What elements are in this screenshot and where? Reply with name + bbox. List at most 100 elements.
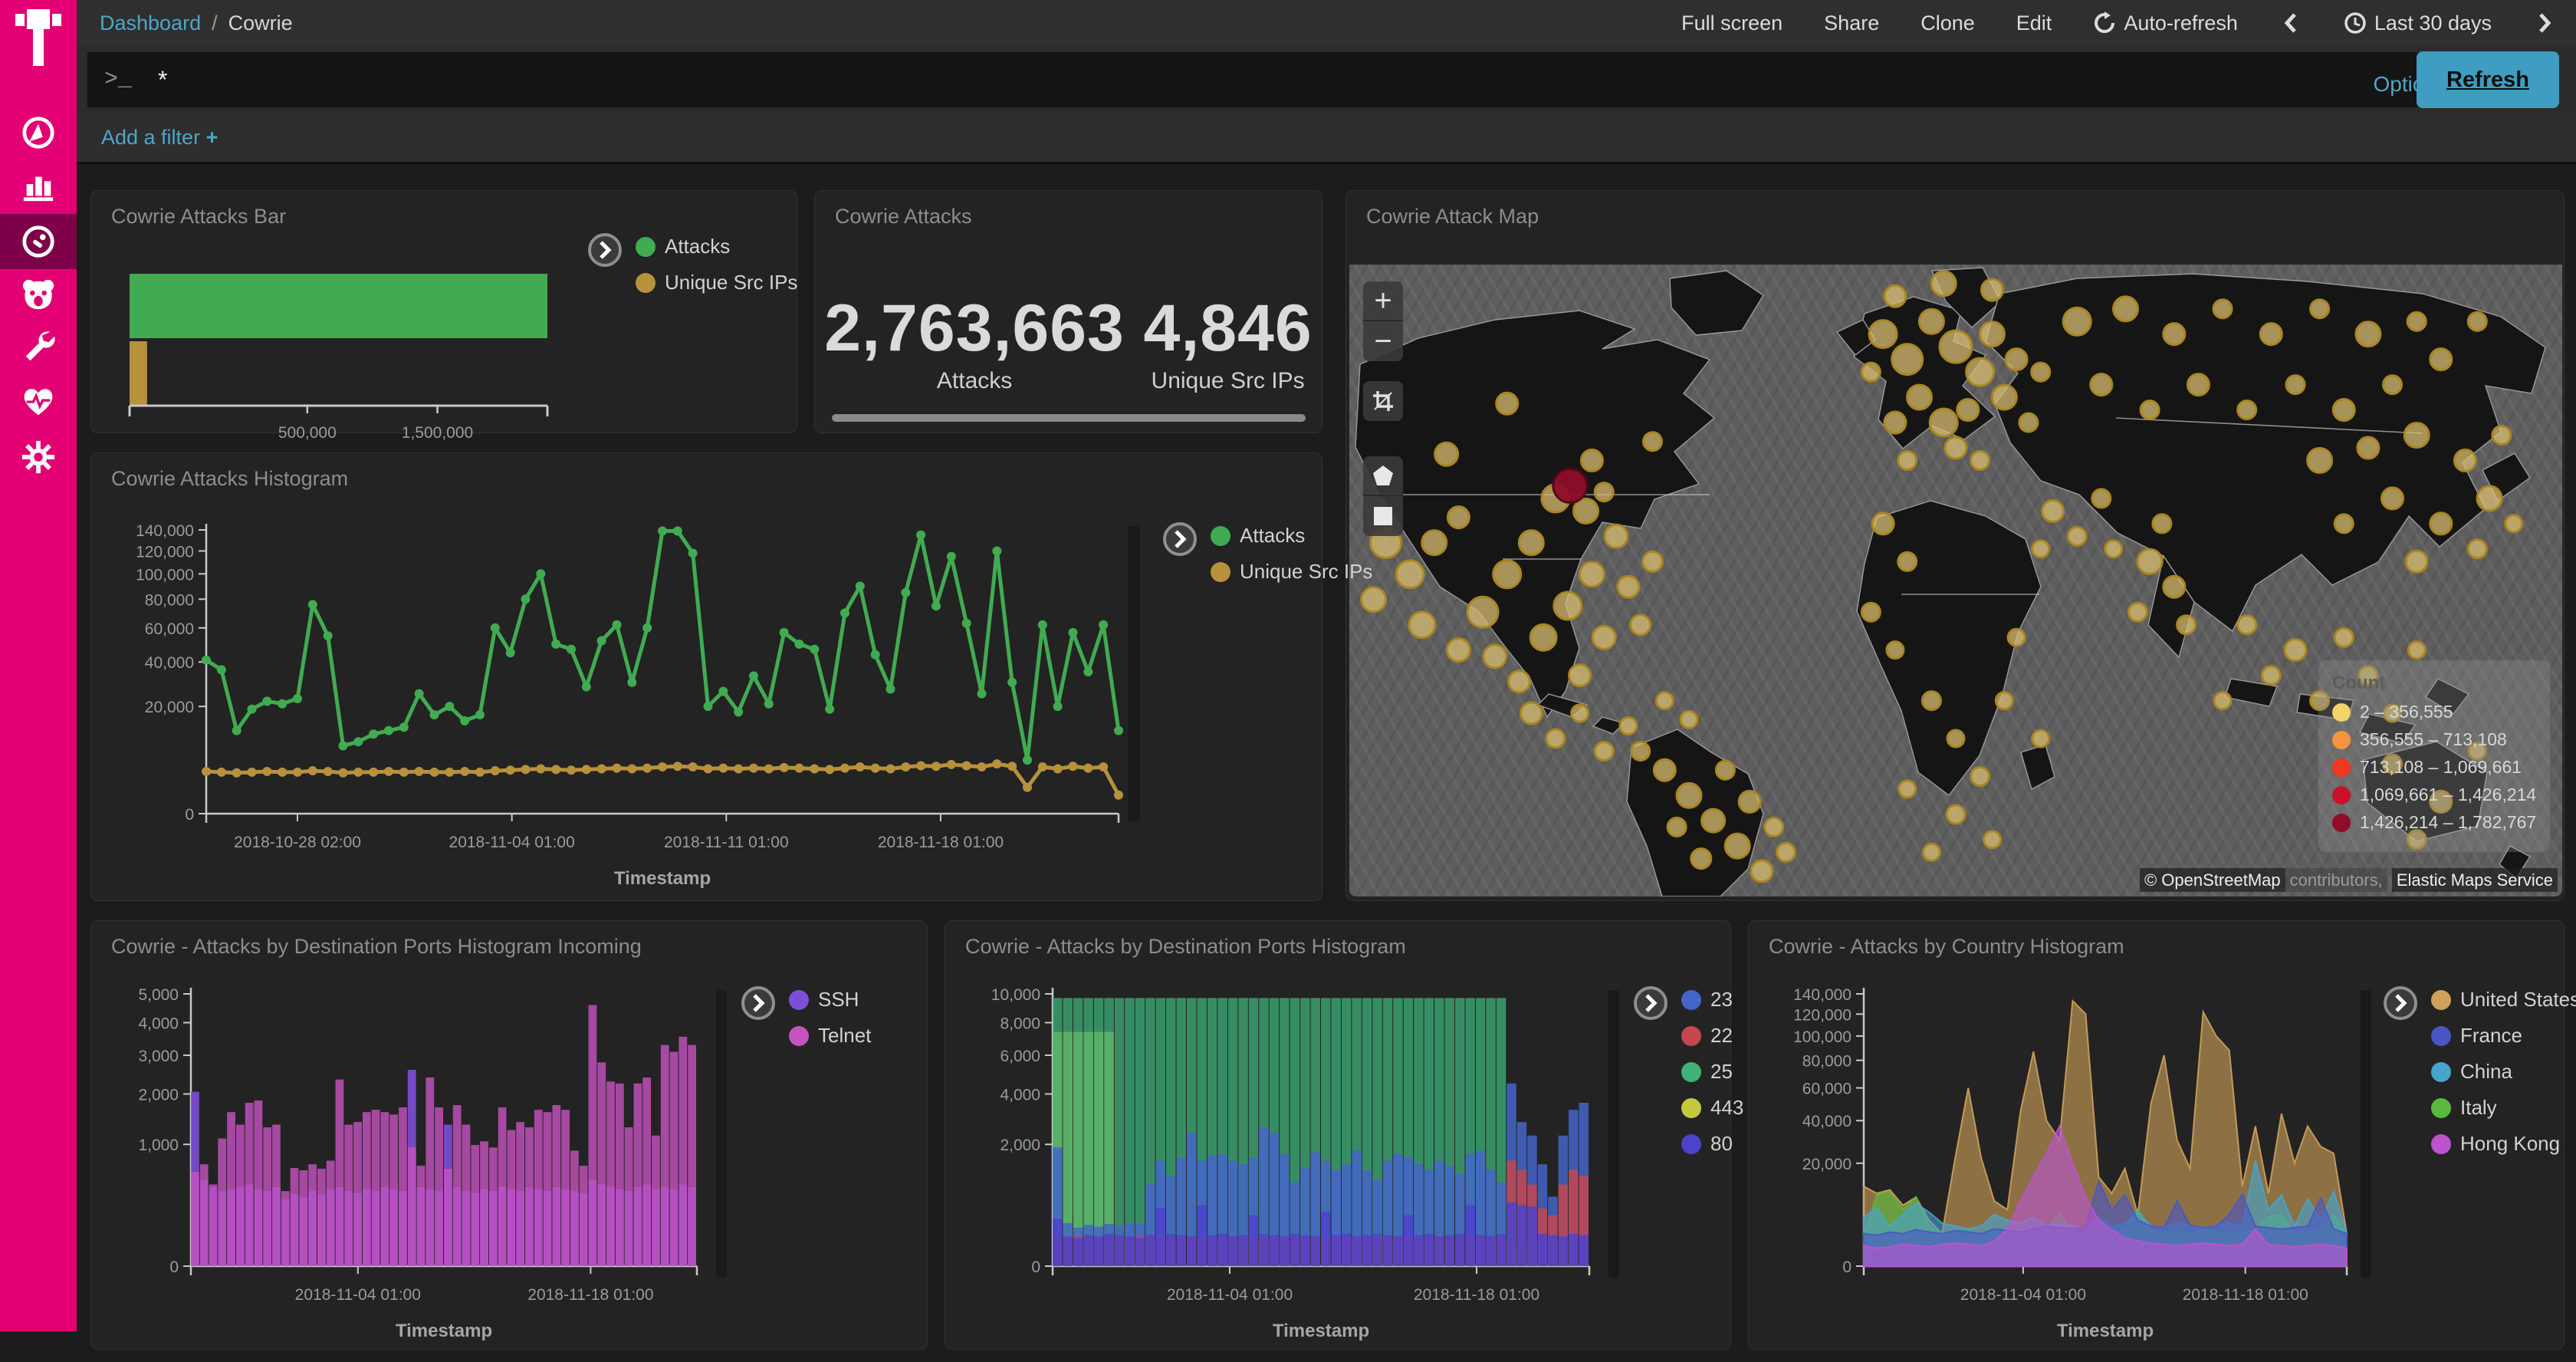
map-bubble[interactable] (1860, 361, 1881, 383)
map-bubble[interactable] (2259, 322, 2283, 347)
edit-button[interactable]: Edit (2016, 11, 2052, 35)
map-bubble[interactable] (1921, 690, 1942, 712)
map-bubble[interactable] (1917, 308, 1945, 335)
map-bubble[interactable] (1570, 703, 1590, 723)
legend-item-Unique Src IPs[interactable]: Unique Src IPs (1211, 560, 1372, 584)
fullscreen-button[interactable]: Full screen (1681, 11, 1783, 35)
map-bubble[interactable] (2006, 627, 2026, 647)
map-bubble[interactable] (2331, 398, 2356, 422)
map-bubble[interactable] (1690, 847, 1713, 870)
map-bubble[interactable] (2403, 422, 2430, 449)
map-bubble[interactable] (1641, 550, 1664, 573)
map-bubble[interactable] (1616, 574, 1641, 599)
map-bubble[interactable] (2504, 514, 2524, 534)
map-bubble[interactable] (2406, 311, 2427, 332)
map-bubble[interactable] (1593, 741, 1615, 762)
map-bubble[interactable] (2112, 295, 2139, 323)
plot-scrollbar[interactable] (1608, 990, 1619, 1278)
legend-item-Telnet[interactable]: Telnet (789, 1024, 871, 1048)
map-bubble[interactable] (2382, 753, 2403, 775)
map-bubble[interactable] (2162, 574, 2187, 599)
polygon-tool-button[interactable] (1363, 456, 1403, 496)
map-bubble[interactable] (1994, 691, 2014, 711)
map-bubble[interactable] (2404, 549, 2429, 574)
zoom-out-button[interactable]: − (1363, 321, 1403, 361)
time-forward-button[interactable] (2533, 12, 2556, 35)
map-bubble[interactable] (2285, 374, 2306, 396)
plot-scrollbar[interactable] (2361, 990, 2371, 1278)
map-bubble[interactable] (2151, 513, 2173, 535)
map-bubble[interactable] (2306, 446, 2334, 474)
legend-collapse-button[interactable] (1163, 522, 1197, 556)
map-bubble[interactable] (1980, 278, 2004, 302)
legend-item-Unique Src IPs[interactable]: Unique Src IPs (636, 271, 797, 294)
legend-item-Attacks[interactable]: Attacks (636, 235, 797, 258)
map-bubble[interactable] (2383, 703, 2402, 723)
tmobile-logo[interactable] (14, 9, 63, 70)
zoom-in-button[interactable]: + (1363, 281, 1403, 321)
map-bubble[interactable] (2429, 347, 2453, 372)
map-bubble[interactable] (1885, 640, 1905, 660)
map-bubble[interactable] (1750, 859, 1774, 883)
map-bubble[interactable] (1898, 779, 1917, 799)
crop-icon[interactable] (1363, 381, 1403, 421)
legend-item-Italy[interactable]: Italy (2431, 1096, 2576, 1120)
map-bubble[interactable] (1883, 284, 1907, 308)
map-bubble[interactable] (1965, 357, 1996, 387)
map-bubble[interactable] (2429, 512, 2453, 536)
auto-refresh-button[interactable]: Auto-refresh (2093, 12, 2238, 35)
clone-button[interactable]: Clone (1921, 11, 1975, 35)
map-bubble[interactable] (1906, 383, 1933, 411)
sidebar-item-dashboard[interactable] (0, 214, 77, 269)
map-bubble[interactable] (1945, 804, 1967, 825)
map-bubble[interactable] (1714, 759, 1736, 781)
map-bubble[interactable] (2127, 601, 2148, 623)
legend-item-SSH[interactable]: SSH (789, 988, 871, 1012)
map-bubble[interactable] (1603, 523, 1629, 549)
map-bubble[interactable] (1897, 551, 1918, 572)
map-bubble[interactable] (1445, 637, 1471, 663)
map-bubble[interactable] (2031, 729, 2051, 748)
map-bubble[interactable] (1591, 624, 1617, 650)
map-bubble[interactable] (1776, 841, 1796, 863)
map-bubble[interactable] (1990, 383, 2018, 411)
plot-scrollbar[interactable] (1128, 526, 1140, 821)
map-bubble[interactable] (1568, 663, 1592, 688)
sidebar-item-management[interactable] (0, 429, 77, 485)
map-bubble[interactable] (2380, 486, 2404, 511)
map-bubble[interactable] (1883, 410, 1907, 435)
sidebar-item-honeypot[interactable] (0, 267, 77, 322)
time-back-button[interactable] (2279, 12, 2302, 35)
add-filter-button[interactable]: Add a filter + (101, 126, 219, 149)
map-bubble[interactable] (2429, 789, 2453, 814)
map-bubble[interactable] (2453, 448, 2477, 472)
map-bubble[interactable] (1871, 512, 1895, 536)
sidebar-item-monitoring[interactable] (0, 374, 77, 429)
map-bubble-red[interactable] (1552, 467, 1589, 504)
map-bubble[interactable] (1360, 586, 1388, 614)
map-bubble[interactable] (2236, 614, 2258, 636)
map-bubble[interactable] (2136, 548, 2164, 575)
legend-item-80[interactable]: 80 (1681, 1132, 1743, 1156)
map-bubble[interactable] (1930, 270, 1957, 298)
map-bubble[interactable] (1654, 691, 1674, 711)
legend-collapse-button[interactable] (1634, 986, 1668, 1020)
search-input[interactable]: >_ * Options (87, 52, 2478, 107)
map-bubble[interactable] (2004, 347, 2029, 372)
plot-scrollbar[interactable] (716, 990, 727, 1278)
horizontal-scrollbar[interactable] (832, 414, 1306, 422)
map-bubble[interactable] (2309, 298, 2331, 320)
map-bubble[interactable] (2104, 539, 2124, 559)
osm-link[interactable]: © OpenStreetMap (2139, 868, 2285, 892)
map-bubble[interactable] (2354, 321, 2382, 348)
legend-item-443[interactable]: 443 (1681, 1096, 1743, 1120)
map-bubble[interactable] (1466, 595, 1500, 629)
map-bubble[interactable] (2236, 400, 2258, 420)
map-bubble[interactable] (1630, 741, 1651, 762)
refresh-button[interactable]: Refresh (2417, 51, 2559, 108)
map-bubble[interactable] (1446, 505, 1470, 530)
map-bubble[interactable] (2309, 690, 2331, 712)
map-bubble[interactable] (1956, 398, 1980, 422)
map-bubble[interactable] (1737, 789, 1762, 814)
map-bubble[interactable] (1983, 830, 2002, 850)
